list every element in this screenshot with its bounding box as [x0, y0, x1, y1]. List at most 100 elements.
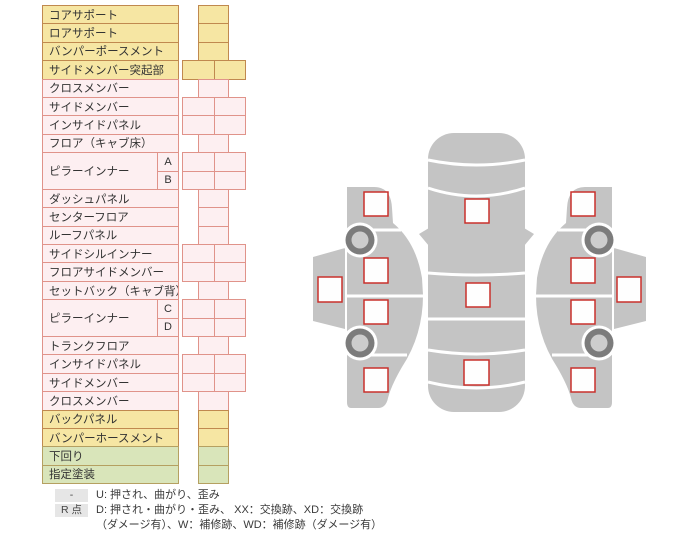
- damage-cell[interactable]: [182, 170, 215, 190]
- damage-cell[interactable]: [198, 188, 229, 209]
- left-mirror-icon: [419, 228, 429, 246]
- table-row: センターフロア: [42, 207, 229, 227]
- right-sill-marker[interactable]: [616, 276, 642, 303]
- table-row: コアサポート: [42, 5, 229, 25]
- hood-marker[interactable]: [464, 198, 490, 224]
- row-label: クロスメンバー: [42, 391, 179, 411]
- row-label: サイドメンバー突起部: [42, 60, 179, 80]
- damage-cell[interactable]: [198, 23, 229, 43]
- left-front-door-marker[interactable]: [363, 257, 389, 284]
- left-sill-marker[interactable]: [317, 276, 343, 303]
- damage-cell[interactable]: [198, 225, 229, 246]
- row-label: コアサポート: [42, 5, 179, 25]
- vehicle-damage-diagram: [313, 133, 646, 412]
- left-rear-wheel-hub: [351, 334, 369, 352]
- table-row: サイドメンバー: [42, 96, 246, 117]
- trunk-marker[interactable]: [463, 359, 490, 386]
- damage-cell[interactable]: [182, 244, 215, 264]
- legend-text-d: D: 押され・曲がり・歪み、 XX：交換跡、XD：交換跡: [96, 504, 364, 516]
- damage-cell[interactable]: [198, 207, 229, 227]
- damage-cell[interactable]: [198, 446, 229, 466]
- row-label: バンパーホースメント: [42, 428, 179, 448]
- table-row: バックパネル: [42, 409, 229, 430]
- pillar-sub-label-a: A: [157, 152, 179, 172]
- right-rear-door-marker[interactable]: [570, 299, 596, 325]
- row-label: ダッシュパネル: [42, 188, 179, 209]
- table-row: フロア（キャブ床）: [42, 133, 229, 154]
- damage-cell[interactable]: [213, 115, 246, 135]
- legend-text-u: U: 押され、曲がり、歪み: [96, 489, 220, 501]
- legend: - U: 押され、曲がり、歪み R 点 D: 押され・曲がり・歪み、 XX：交換…: [55, 488, 382, 533]
- damage-cell[interactable]: [198, 336, 229, 356]
- car-top-view: [419, 133, 534, 412]
- damage-cell[interactable]: [198, 464, 229, 485]
- legend-row-cont: （ダメージ有）、W：補修跡、WD：補修跡（ダメージ有）: [55, 518, 382, 532]
- right-front-wheel-hub: [590, 231, 608, 249]
- legend-badge-r: R 点: [55, 504, 88, 517]
- damage-cell[interactable]: [213, 372, 246, 393]
- damage-cell[interactable]: [213, 170, 246, 190]
- row-label: インサイドパネル: [42, 115, 179, 135]
- damage-cell[interactable]: [182, 96, 215, 117]
- row-label: サイドシルインナー: [42, 244, 179, 264]
- damage-cell[interactable]: [213, 317, 246, 338]
- damage-cell[interactable]: [198, 391, 229, 411]
- table-row: トランクフロア: [42, 336, 229, 356]
- roof-marker[interactable]: [465, 282, 491, 308]
- damage-cell[interactable]: [213, 299, 246, 319]
- damage-cell[interactable]: [198, 428, 229, 448]
- left-rear-door-marker[interactable]: [363, 299, 389, 325]
- bumper-hood-line: [427, 158, 526, 167]
- car-top-body: [428, 133, 525, 412]
- right-front-door-marker[interactable]: [570, 257, 596, 284]
- table-row: ルーフパネル: [42, 225, 229, 246]
- damage-cell[interactable]: [182, 354, 215, 374]
- damage-cell[interactable]: [213, 244, 246, 264]
- trunk-line: [427, 380, 526, 390]
- left-front-wheel-hub: [351, 231, 369, 249]
- row-label: クロスメンバー: [42, 78, 179, 98]
- row-label: バンパーポースメント: [42, 41, 179, 62]
- damage-cell[interactable]: [198, 41, 229, 62]
- damage-cell[interactable]: [182, 115, 215, 135]
- damage-cell[interactable]: [213, 60, 246, 80]
- damage-cell[interactable]: [198, 280, 229, 301]
- table-row: サイドメンバー突起部: [42, 60, 246, 80]
- rear-window-line: [427, 348, 526, 356]
- damage-cell[interactable]: [182, 152, 215, 172]
- left-front-fender-marker[interactable]: [363, 191, 389, 217]
- row-label: バックパネル: [42, 409, 179, 430]
- damage-cell[interactable]: [198, 78, 229, 98]
- table-row-group-pillar-inner-ab: ピラーインナー A B: [42, 152, 246, 190]
- right-rear-wheel-hub: [590, 334, 608, 352]
- table-row: 下回り: [42, 446, 229, 466]
- damage-cell[interactable]: [213, 262, 246, 282]
- pillar-sub-label-d: D: [157, 317, 179, 338]
- pillar-sub-label-c: C: [157, 299, 179, 319]
- legend-text-cont: （ダメージ有）、W：補修跡、WD：補修跡（ダメージ有）: [96, 519, 383, 531]
- row-label: インサイドパネル: [42, 354, 179, 374]
- table-row: セットバック（キャブ背）: [42, 280, 229, 301]
- row-label: トランクフロア: [42, 336, 179, 356]
- parts-table: コアサポート ロアサポート バンパーポースメント サイドメンバー突起部 クロスメ…: [42, 5, 246, 485]
- right-front-fender-marker[interactable]: [570, 191, 596, 217]
- damage-cell[interactable]: [198, 5, 229, 25]
- damage-cell[interactable]: [213, 96, 246, 117]
- damage-cell[interactable]: [182, 372, 215, 393]
- damage-cell[interactable]: [198, 133, 229, 154]
- table-row: ダッシュパネル: [42, 188, 229, 209]
- right-quarter-panel-marker[interactable]: [570, 367, 596, 393]
- damage-cell[interactable]: [182, 262, 215, 282]
- damage-cell[interactable]: [213, 354, 246, 374]
- row-label: 下回り: [42, 446, 179, 466]
- damage-cell[interactable]: [182, 299, 215, 319]
- car-right-side-view: [536, 187, 646, 408]
- row-label: フロアサイドメンバー: [42, 262, 179, 282]
- damage-cell[interactable]: [182, 317, 215, 338]
- left-quarter-panel-marker[interactable]: [363, 367, 389, 393]
- row-label: 指定塗装: [42, 464, 179, 485]
- damage-cell[interactable]: [213, 152, 246, 172]
- damage-cell[interactable]: [198, 409, 229, 430]
- damage-cell[interactable]: [182, 60, 215, 80]
- row-label: ルーフパネル: [42, 225, 179, 246]
